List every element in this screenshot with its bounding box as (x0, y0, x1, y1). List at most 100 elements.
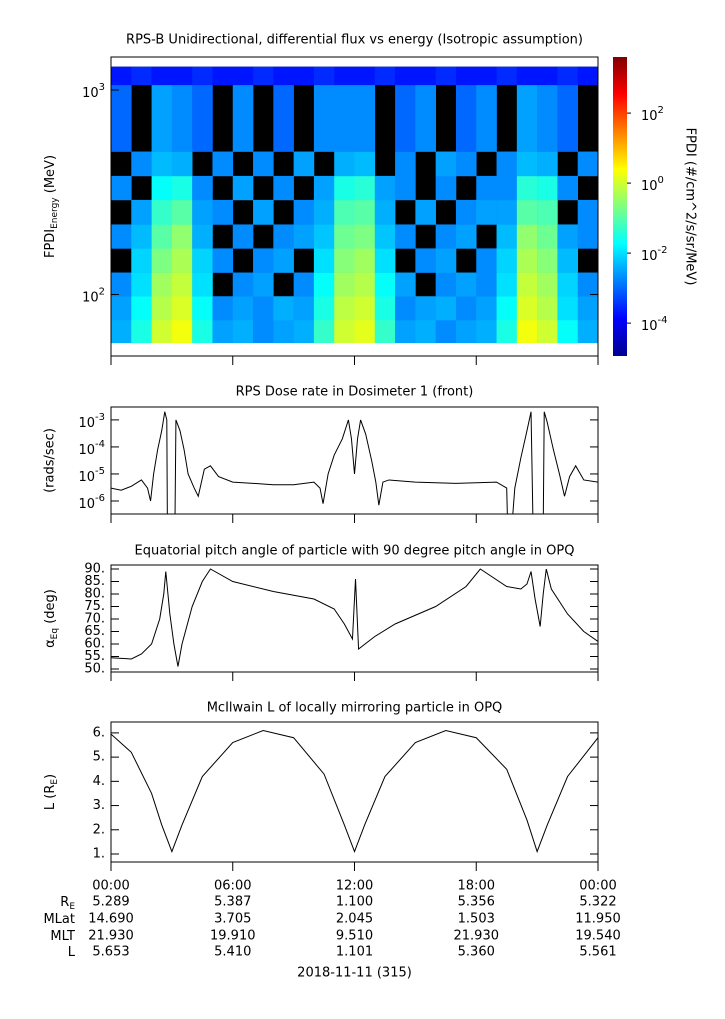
heatmap-cell (496, 319, 518, 344)
heatmap-cell (111, 84, 132, 152)
heatmap-cell (111, 175, 132, 201)
heatmap-cell (192, 224, 213, 249)
heatmap-cell (212, 319, 234, 344)
heatmap-cell (435, 248, 457, 273)
heatmap-cell (435, 319, 457, 344)
ephemeris-label-main: MLT (50, 929, 75, 944)
heatmap-cell (455, 199, 477, 225)
heatmap-cell (455, 272, 477, 297)
ephemeris-value: 21.930 (454, 929, 500, 944)
y-tick-label: 75. (84, 599, 105, 614)
trace (542, 411, 598, 514)
heatmap-cell (435, 151, 457, 177)
colorbar-tick-label-exp: 0 (658, 175, 664, 186)
colorbar-tick-label: 10-4 (641, 315, 668, 334)
heatmap-cell (354, 319, 376, 344)
y-tick-label-base: 10 (78, 496, 95, 511)
heatmap-cell (374, 248, 396, 273)
y-tick-label: 3. (93, 798, 105, 813)
heatmap-cell (131, 319, 152, 344)
colorbar-tick-label: 10-2 (641, 245, 668, 264)
ephemeris-label-sub: E (69, 902, 75, 912)
heatmap-cell (334, 84, 355, 152)
y-tick-label-base: 10 (78, 442, 95, 457)
heatmap-cell (334, 199, 355, 225)
heatmap-cell (151, 66, 173, 86)
heatmap-cell (476, 66, 497, 86)
heatmap-cell (516, 296, 538, 321)
ephemeris-value: 5.387 (214, 895, 251, 910)
heatmap-cell (273, 248, 294, 273)
heatmap-cell (415, 199, 436, 225)
heatmap-cell (171, 296, 193, 321)
heatmap-cell (273, 296, 294, 321)
heatmap-cell (131, 224, 152, 249)
heatmap-cell (374, 296, 396, 321)
y-tick-label: 10-6 (78, 493, 105, 512)
heatmap-cell (537, 66, 558, 86)
y-tick-label: 85. (84, 574, 105, 589)
heatmap-cell (435, 296, 457, 321)
heatmap-cell (273, 224, 294, 249)
heatmap-cell (435, 272, 457, 297)
heatmap-cell (151, 199, 173, 225)
heatmap-cell (212, 66, 234, 86)
heatmap-cell (192, 84, 213, 152)
heatmap-cell (151, 151, 173, 177)
heatmap-cell (455, 66, 477, 86)
y-tick-label: 80. (84, 587, 105, 602)
trace (111, 568, 598, 667)
colorbar-tick-label: 100 (641, 175, 664, 194)
heatmap-cell (293, 272, 315, 297)
heatmap-cell (253, 199, 274, 225)
ephemeris-value: 14.690 (88, 912, 134, 927)
heatmap-cell (232, 224, 254, 249)
heatmap-cell (131, 66, 152, 86)
heatmap-cell (415, 84, 436, 152)
axes-frame (110, 721, 599, 863)
heatmap-cell (293, 151, 315, 177)
colorbar-label: FPDI (#/cm^2/s/sr/MeV) (683, 128, 698, 286)
heatmap-cell (151, 272, 173, 297)
panel-title: McIlwain L of locally mirroring particle… (207, 701, 503, 716)
colorbar-tick-label-base: 10 (641, 109, 658, 124)
ephemeris-value: 1.101 (336, 945, 373, 960)
y-axis-label-sub: Energy (50, 197, 60, 229)
colorbar-tick-label-base: 10 (641, 179, 658, 194)
colorbar-tick-label-exp: -2 (658, 245, 668, 256)
ephemeris-label: MLat (43, 912, 75, 927)
ephemeris-label-main: L (68, 945, 76, 960)
ephemeris-value: 1.503 (458, 912, 495, 927)
heatmap-cell (516, 199, 538, 225)
x-tick-label: 06:00 (214, 879, 251, 894)
heatmap-cell (192, 199, 213, 225)
x-tick-label: 18:00 (458, 879, 495, 894)
ephemeris-label: L (68, 945, 76, 960)
heatmap-cell (232, 175, 254, 201)
y-tick-label: 102 (82, 286, 105, 305)
heatmap-cell (131, 199, 152, 225)
heatmap-cell (171, 66, 193, 86)
heatmap-cell (354, 66, 376, 86)
heatmap-cell (455, 151, 477, 177)
heatmap-cell (516, 84, 538, 152)
heatmap-cell (374, 66, 396, 86)
heatmap-cell (435, 175, 457, 201)
y-tick-label: 6. (93, 725, 105, 740)
heatmap-cell (577, 151, 599, 177)
heatmap-cell (537, 151, 558, 177)
heatmap-cell (273, 319, 294, 344)
heatmap-cell (151, 224, 173, 249)
heatmap-cell (212, 151, 234, 177)
heatmap-cell (151, 296, 173, 321)
ephemeris-value: 5.410 (214, 945, 251, 960)
heatmap-cell (212, 248, 234, 273)
ephemeris-value: 5.356 (458, 895, 495, 910)
heatmap-cell (516, 66, 538, 86)
colorbar-tick-label-base: 10 (641, 249, 658, 264)
y-tick-label: 5. (93, 750, 105, 765)
heatmap-cell (131, 248, 152, 273)
heatmap-cell (232, 319, 254, 344)
heatmap-cell (516, 248, 538, 273)
